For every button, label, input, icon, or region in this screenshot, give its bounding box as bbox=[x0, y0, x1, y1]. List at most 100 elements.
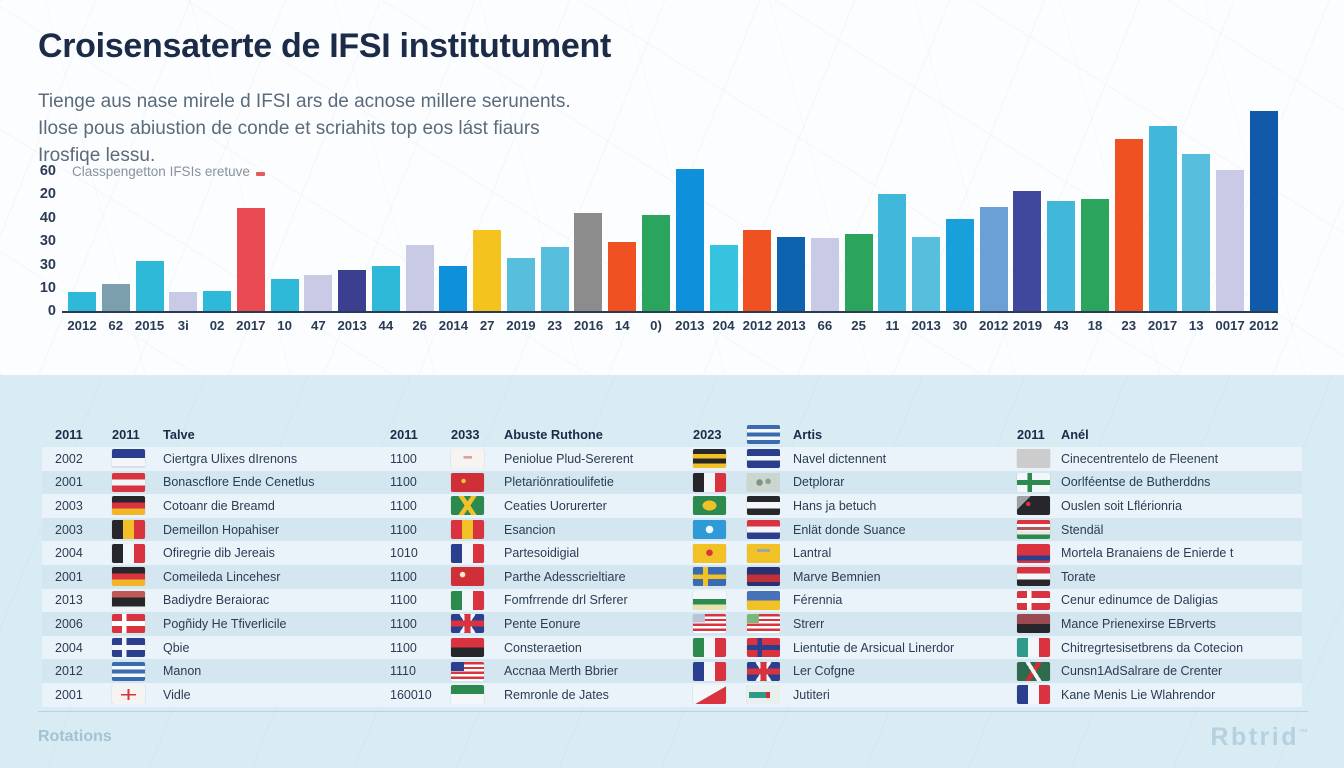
bar bbox=[1013, 190, 1042, 311]
bar bbox=[743, 229, 772, 311]
bar bbox=[844, 233, 873, 311]
bar-group: 10 bbox=[270, 109, 299, 333]
flag-icon-green-white-h bbox=[451, 685, 484, 705]
header-cell: 2023 bbox=[693, 426, 722, 442]
flag-icon-red-black-h bbox=[112, 590, 145, 610]
x-axis-label: 2013 bbox=[675, 318, 705, 333]
bar bbox=[270, 279, 299, 311]
cell-name-c: Enlät donde Suance bbox=[793, 522, 906, 537]
page-title: Croisensaterte de IFSI institutument bbox=[38, 27, 611, 65]
bar-group: 44 bbox=[371, 109, 400, 333]
cell-name-b: Parthe Adesscrieltiare bbox=[504, 569, 626, 584]
bar bbox=[1114, 138, 1143, 311]
flag-icon-white-red-marks bbox=[451, 449, 484, 469]
cell-flag-b bbox=[439, 638, 491, 658]
bar bbox=[912, 236, 941, 311]
table-row: 2006 Pogñidy He Tfiverlicile 1100 Pente Eon… bbox=[42, 612, 1302, 636]
bar-group: 2012 bbox=[1249, 109, 1278, 333]
cell-flag-c2 bbox=[735, 543, 780, 563]
x-axis-label: 204 bbox=[712, 318, 735, 333]
cell-name-a: Bonascflore Ende Cenetlus bbox=[163, 475, 315, 490]
cell-flag-b bbox=[439, 590, 491, 610]
cell-name-c: Lientutie de Arsicual Linerdor bbox=[793, 640, 955, 655]
flag-icon-us-stripes bbox=[693, 614, 726, 634]
y-axis-label: 30 bbox=[39, 233, 56, 250]
cell-flag-b bbox=[439, 520, 491, 540]
header-cell: 2011 bbox=[112, 426, 140, 442]
cell-flag-a bbox=[100, 543, 150, 563]
bar bbox=[338, 270, 367, 311]
x-axis-label: 11 bbox=[885, 318, 900, 333]
cell-year: 2001 bbox=[55, 475, 83, 490]
cell-name-b: Esancion bbox=[504, 522, 556, 537]
header-cell: 2033 bbox=[451, 426, 480, 442]
cell-year: 2002 bbox=[55, 451, 83, 466]
header-cell: Anél bbox=[1061, 426, 1089, 442]
cell-year: 2003 bbox=[55, 522, 83, 537]
cell-name-d: Cinecentrentelo de Fleenent bbox=[1061, 451, 1219, 466]
bar-group: 23 bbox=[1114, 109, 1143, 333]
y-axis-label: 0 bbox=[47, 303, 56, 320]
cell-flag-a bbox=[100, 449, 150, 469]
header-cell: 2011 bbox=[55, 426, 83, 442]
x-axis-label: 2019 bbox=[1012, 318, 1043, 333]
x-axis-label: 43 bbox=[1053, 318, 1069, 333]
bar-group: 2014 bbox=[439, 109, 468, 333]
flag-icon-red-black-h2 bbox=[451, 638, 484, 658]
cell-name-a: Demeillon Hopahiser bbox=[163, 522, 280, 537]
flag-icon-italy bbox=[693, 638, 726, 658]
flag-icon-black-white-black bbox=[747, 496, 780, 516]
cell-flag-c2 bbox=[735, 496, 780, 516]
header-cell: Artis bbox=[793, 426, 823, 442]
x-axis-label: 10 bbox=[277, 318, 292, 333]
bar-group: 2013 bbox=[911, 109, 941, 333]
bar bbox=[945, 219, 974, 311]
bar-group: 2012 bbox=[743, 109, 772, 333]
cell-name-c: Detplorar bbox=[793, 475, 845, 490]
cell-name-d: Ouslen soit Lflérionria bbox=[1061, 498, 1182, 513]
cell-flag-b bbox=[439, 449, 491, 469]
cell-flag-c2 bbox=[735, 520, 780, 540]
y-axis: 60 20 40 30 30 10 0 bbox=[18, 163, 56, 333]
cell-flag-d bbox=[1007, 520, 1051, 540]
x-axis-label: 0) bbox=[650, 318, 662, 333]
subtitle-line: Ilose pous abiustion de conde et scriahi… bbox=[38, 118, 540, 139]
footer: Rotations Rbtrid™ bbox=[38, 711, 1308, 762]
cell-name-d: Mortela Branaiens de Enierde t bbox=[1061, 546, 1234, 561]
bar-group: 47 bbox=[304, 109, 333, 333]
cell-name-d: Cenur edinumce de Daligias bbox=[1061, 593, 1219, 608]
bar bbox=[574, 213, 603, 311]
cell-name-b: Remronle de Jates bbox=[504, 687, 609, 702]
bar bbox=[1148, 126, 1177, 311]
x-axis-label: 18 bbox=[1087, 318, 1103, 333]
cell-year: 2001 bbox=[55, 569, 83, 584]
cell-value: 1100 bbox=[390, 451, 417, 466]
cell-flag-c1 bbox=[681, 543, 735, 563]
legend-marker bbox=[255, 172, 265, 176]
subtitle-line: Tienge aus nase mirele d IFSI ars de acn… bbox=[38, 91, 571, 112]
bar bbox=[101, 283, 130, 311]
bar bbox=[473, 229, 502, 311]
cell-name-d: Torate bbox=[1061, 569, 1096, 584]
x-axis-label: 13 bbox=[1188, 318, 1204, 333]
flag-icon-black-red-emblem bbox=[1017, 496, 1050, 516]
cell-value: 1100 bbox=[390, 522, 417, 537]
y-axis-label: 10 bbox=[39, 280, 56, 296]
header-cell: Abuste Ruthone bbox=[504, 426, 603, 442]
x-axis-label: 2012 bbox=[67, 318, 97, 333]
flag-icon-blue-cross bbox=[112, 638, 145, 658]
cell-value: 1100 bbox=[390, 616, 417, 631]
bar-group: 23 bbox=[540, 109, 569, 333]
flag-icon-black-white-red-v bbox=[112, 543, 145, 563]
cell-flag-d bbox=[1007, 661, 1051, 681]
bar bbox=[810, 237, 839, 311]
bar-group: 2016 bbox=[574, 109, 603, 333]
table-header-row: 2011 2011 Talve 2011 2033 Abuste Ruthone 2023 A… bbox=[42, 423, 1302, 445]
cell-flag-b bbox=[439, 496, 491, 516]
flag-icon-usa bbox=[451, 661, 484, 681]
cell-flag-c1 bbox=[681, 567, 735, 587]
flag-icon-navy-red-h bbox=[747, 567, 780, 587]
flag-icon-austria bbox=[112, 472, 145, 492]
x-axis-label: 02 bbox=[209, 318, 225, 333]
cell-name-a: Badiydre Beraiorac bbox=[163, 593, 270, 608]
